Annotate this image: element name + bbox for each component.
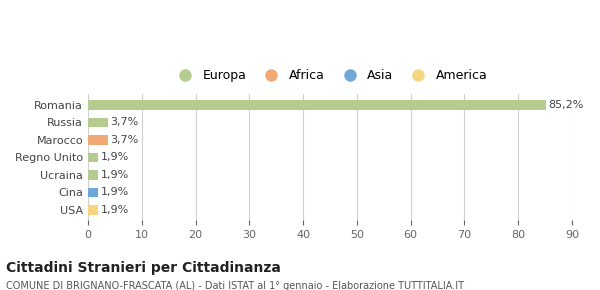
Text: 3,7%: 3,7% <box>110 117 139 128</box>
Text: 1,9%: 1,9% <box>101 153 129 162</box>
Text: 3,7%: 3,7% <box>110 135 139 145</box>
Bar <box>88 118 108 127</box>
Bar <box>88 135 108 145</box>
Text: 1,9%: 1,9% <box>101 205 129 215</box>
Text: 1,9%: 1,9% <box>101 187 129 197</box>
Text: 85,2%: 85,2% <box>549 100 584 110</box>
Text: COMUNE DI BRIGNANO-FRASCATA (AL) - Dati ISTAT al 1° gennaio - Elaborazione TUTTI: COMUNE DI BRIGNANO-FRASCATA (AL) - Dati … <box>6 281 464 290</box>
Text: 1,9%: 1,9% <box>101 170 129 180</box>
Bar <box>88 153 98 162</box>
Bar <box>88 188 98 197</box>
Bar <box>88 170 98 180</box>
Bar <box>88 205 98 215</box>
Bar <box>88 100 546 110</box>
Legend: Europa, Africa, Asia, America: Europa, Africa, Asia, America <box>169 66 491 86</box>
Text: Cittadini Stranieri per Cittadinanza: Cittadini Stranieri per Cittadinanza <box>6 261 281 275</box>
